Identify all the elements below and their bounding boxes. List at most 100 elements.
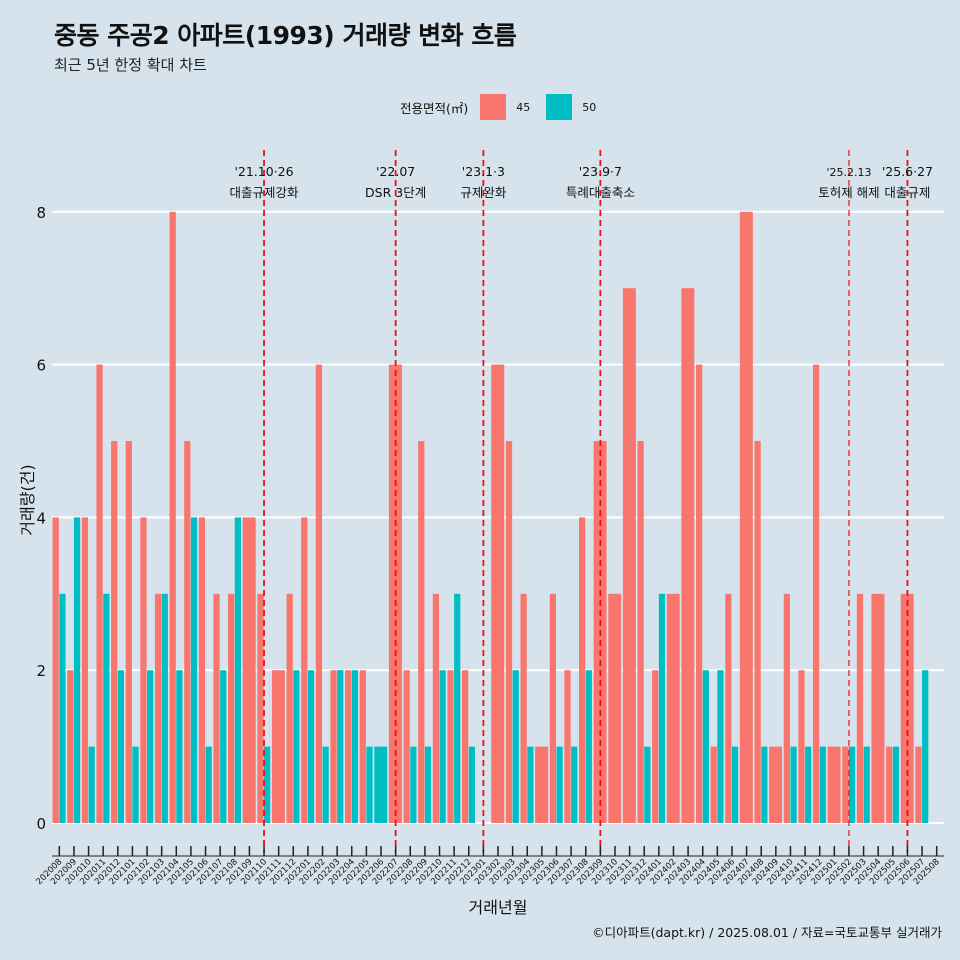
bar-45-202411 [798, 670, 805, 823]
bar-45-202311 [622, 288, 636, 823]
bar-50-202505 [892, 746, 900, 823]
y-tick-label-0: 0 [36, 815, 46, 833]
bar-45-202105 [184, 441, 191, 823]
bar-45-202312 [637, 441, 644, 823]
bar-45-202107 [213, 593, 220, 823]
bar-45-202401 [652, 670, 659, 823]
bar-45-202303 [505, 441, 513, 823]
bar-45-202412 [812, 364, 820, 823]
bar-50-202304 [527, 746, 534, 823]
bar-50-202107 [220, 670, 227, 823]
legend-label-45: 45 [516, 100, 531, 114]
bar-50-202103 [161, 593, 168, 823]
x-axis-title: 거래년월 [469, 898, 528, 917]
bar-45-202108 [228, 593, 235, 823]
event-date-5: '25.6·27 [882, 164, 933, 179]
bar-45-202203 [330, 670, 337, 823]
bar-50-202209 [424, 746, 432, 823]
bars [52, 211, 929, 824]
bar-50-202206 [374, 746, 388, 823]
bar-50-202202 [322, 746, 329, 823]
y-tick-label-2: 2 [36, 662, 46, 680]
event-label-1: DSR 3단계 [365, 185, 426, 200]
bar-50-202303 [512, 670, 519, 823]
legend-key-45 [480, 94, 507, 120]
event-label-4: 토허제 해제 [818, 185, 879, 200]
bar-45-202403 [681, 288, 695, 823]
legend: 전용면적(㎡) 45 50 [400, 92, 612, 122]
bar-45-202110 [257, 593, 264, 823]
bar-50-202210 [439, 670, 446, 823]
bar-45-202208 [403, 670, 410, 823]
bar-50-202106 [205, 746, 212, 823]
bar-45-202409 [769, 746, 783, 823]
bar-45-202010 [81, 517, 89, 823]
bar-45-202404 [695, 364, 703, 823]
bar-45-202302 [491, 364, 505, 823]
bar-50-202507 [922, 670, 929, 823]
y-axis-title: 거래량(건) [18, 464, 37, 535]
chart-subtitle: 최근 5년 한정 확대 차트 [54, 56, 207, 74]
bar-50-202204 [351, 670, 358, 823]
event-date-3: '23.9·7 [579, 164, 622, 179]
event-label-2: 규제완화 [460, 185, 507, 200]
bar-45-202307 [564, 670, 571, 823]
legend-label-50: 50 [582, 100, 597, 114]
bar-45-202102 [140, 517, 147, 823]
bar-45-202408 [754, 441, 761, 823]
bar-50-202011 [103, 593, 110, 823]
bar-50-202411 [805, 746, 812, 823]
bar-45-202305 [535, 746, 549, 823]
bar-45-202304 [520, 593, 527, 823]
bar-50-202405 [717, 670, 724, 823]
bar-45-202204 [345, 670, 352, 823]
bar-50-202412 [819, 746, 826, 823]
y-axis: 0 2 4 6 8 [36, 204, 46, 833]
bar-45-202211 [447, 670, 454, 823]
bar-45-202112 [286, 593, 293, 823]
bar-50-202110 [264, 746, 271, 823]
bar-45-202308 [579, 517, 586, 823]
bar-45-202103 [154, 593, 162, 823]
bar-45-202106 [198, 517, 206, 823]
bar-45-202310 [608, 593, 622, 823]
event-lines: '21.10·26 대출규제강화 '22.07 DSR 3단계 '23.1·3 규제완화 '… [230, 150, 933, 852]
bar-45-202210 [432, 593, 440, 823]
bar-50-202408 [761, 746, 768, 823]
bar-45-202011 [96, 364, 103, 823]
bar-50-202410 [790, 746, 797, 823]
event-date-2: '23.1·3 [462, 164, 505, 179]
y-tick-label-8: 8 [36, 204, 46, 222]
bar-50-202308 [585, 670, 592, 823]
bar-50-202101 [132, 746, 139, 823]
event-date-0: '21.10·26 [234, 164, 293, 179]
bar-45-202410 [783, 593, 790, 823]
bar-45-202202 [315, 364, 323, 823]
event-label-5: 대출규제 [884, 185, 930, 200]
y-tick-label-6: 6 [36, 357, 46, 375]
bar-45-202101 [125, 441, 132, 823]
bar-50-202307 [571, 746, 578, 823]
bar-50-202009 [73, 517, 81, 823]
bar-50-202306 [556, 746, 563, 823]
bar-45-202507 [915, 746, 922, 823]
bar-45-202201 [301, 517, 308, 823]
bar-50-202212 [468, 746, 475, 823]
bar-50-202112 [293, 670, 300, 823]
source-caption: ©디아파트(dapt.kr) / 2025.08.01 / 자료=국토교통부 실… [592, 925, 942, 940]
y-tick-label-4: 4 [36, 509, 46, 527]
bar-50-202102 [147, 670, 154, 823]
event-date-4: '25.2.13 [826, 166, 871, 179]
bar-50-202203 [337, 670, 344, 823]
bar-50-202205 [366, 746, 373, 823]
bar-45-202407 [739, 211, 753, 824]
chart-title: 중동 주공2 아파트(1993) 거래량 변화 흐름 [54, 21, 517, 50]
bar-45-202506 [900, 593, 914, 823]
bar-50-202211 [454, 593, 461, 823]
bar-45-202205 [359, 670, 366, 823]
bar-45-202406 [725, 593, 732, 823]
bar-50-202401 [658, 593, 666, 823]
event-label-0: 대출규제강화 [230, 185, 300, 200]
bar-50-202406 [731, 746, 739, 823]
